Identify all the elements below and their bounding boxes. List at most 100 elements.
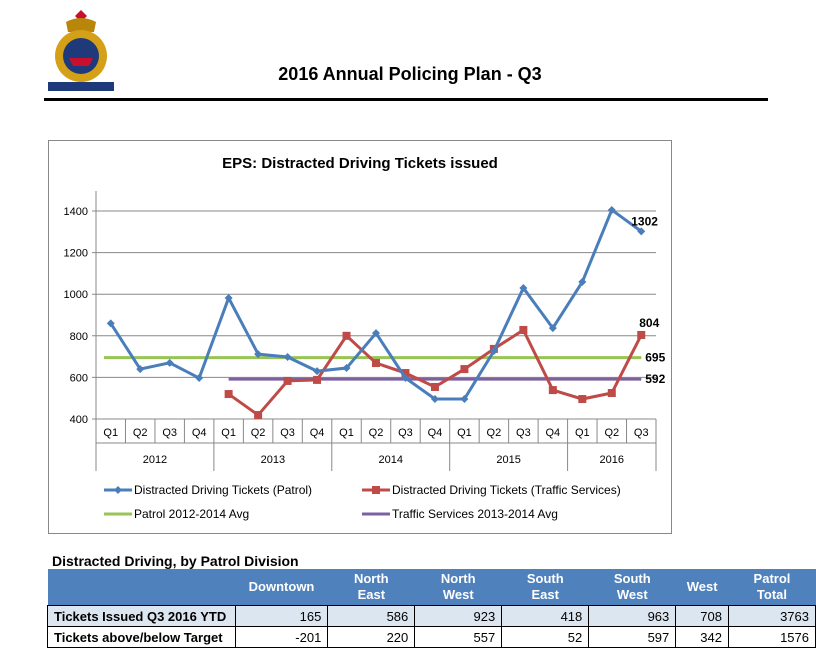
data-point (224, 293, 233, 302)
row-label: Tickets above/below Target (47, 626, 236, 648)
column-header: Patrol Total (728, 569, 816, 606)
data-point (430, 395, 439, 404)
x-tick-label: Q4 (192, 427, 207, 439)
chart-container: EPS: Distracted Driving Tickets issued 40… (48, 140, 672, 534)
data-point (401, 374, 410, 383)
table-cell: 1576 (727, 626, 816, 648)
header-divider (44, 98, 768, 101)
data-point (342, 331, 351, 340)
column-header: North West (414, 569, 502, 606)
year-label: 2014 (378, 454, 402, 466)
x-tick-label: Q2 (251, 427, 266, 439)
data-point (578, 395, 587, 404)
x-tick-label: Q1 (221, 427, 236, 439)
data-point (313, 367, 322, 376)
table-cell: 963 (588, 605, 677, 627)
year-label: 2016 (600, 454, 624, 466)
end-value-label: 1302 (631, 214, 658, 228)
x-tick-label: Q3 (280, 427, 295, 439)
eps-logo (48, 10, 114, 91)
row-label: Tickets Issued Q3 2016 YTD (47, 605, 236, 627)
data-point (637, 227, 646, 236)
x-tick-label: Q3 (516, 427, 531, 439)
legend-marker (372, 486, 380, 494)
year-label: 2012 (143, 454, 167, 466)
table-cell: 557 (414, 626, 503, 648)
data-point (224, 390, 233, 399)
data-point (578, 277, 587, 286)
data-point (195, 374, 204, 383)
x-tick-label: Q2 (604, 427, 619, 439)
data-point (430, 382, 439, 391)
y-tick-label: 1200 (64, 248, 88, 260)
table-cell: 165 (234, 605, 329, 627)
data-point (106, 319, 115, 328)
data-point (607, 205, 616, 214)
x-tick-label: Q2 (133, 427, 148, 439)
legend-label: Distracted Driving Tickets (Traffic Serv… (392, 483, 621, 497)
x-tick-label: Q1 (457, 427, 472, 439)
y-tick-label: 400 (70, 414, 88, 426)
data-point (165, 358, 174, 367)
page-title: 2016 Annual Policing Plan - Q3 (278, 64, 542, 84)
x-tick-label: Q3 (162, 427, 177, 439)
division-table: Downtown North East North West South East South… (47, 569, 816, 648)
table-cell: 220 (327, 626, 416, 648)
x-tick-label: Q4 (545, 427, 560, 439)
y-tick-label: 600 (70, 372, 88, 384)
year-label: 2015 (496, 454, 520, 466)
table-row: Tickets above/below Target -201 220 557 52 59… (47, 626, 816, 648)
column-header: South East (501, 569, 589, 606)
table-cell: 3763 (727, 605, 816, 627)
series-line (109, 207, 643, 401)
data-point (548, 324, 557, 333)
data-point (489, 346, 498, 355)
line-chart: EPS: Distracted Driving Tickets issued 40… (64, 155, 666, 521)
data-point (607, 389, 616, 397)
data-point (254, 350, 263, 359)
x-tick-label: Q4 (428, 427, 443, 439)
year-label: 2013 (261, 454, 285, 466)
table-cell: 586 (327, 605, 416, 627)
data-point (372, 329, 380, 338)
column-header: West (675, 569, 729, 606)
data-point (136, 365, 145, 374)
end-value-label: 592 (645, 372, 665, 386)
table-cell: 708 (675, 605, 729, 627)
data-point (519, 283, 528, 292)
legend-marker (114, 486, 122, 494)
legend-label: Traffic Services 2013-2014 Avg (392, 507, 558, 521)
x-tick-label: Q2 (487, 427, 502, 439)
y-tick-label: 1400 (64, 206, 88, 218)
x-tick-label: Q1 (339, 427, 354, 439)
data-point (519, 325, 528, 334)
data-point (342, 364, 351, 373)
y-tick-label: 1000 (64, 289, 88, 301)
table-row: Tickets Issued Q3 2016 YTD 165 586 923 418 96… (47, 605, 816, 627)
column-header: Downtown (235, 569, 328, 606)
data-point (254, 411, 263, 420)
x-tick-label: Q2 (369, 427, 384, 439)
table-cell: 342 (675, 626, 729, 648)
data-point (637, 330, 646, 339)
data-point (372, 359, 380, 368)
data-point (460, 365, 469, 374)
legend-label: Patrol 2012-2014 Avg (134, 507, 249, 521)
data-point (548, 386, 557, 395)
chart-title: EPS: Distracted Driving Tickets issued (222, 155, 498, 172)
data-point (401, 369, 410, 378)
header-blank (47, 569, 236, 606)
x-tick-label: Q3 (634, 427, 649, 439)
x-tick-label: Q1 (575, 427, 590, 439)
data-point (283, 376, 292, 385)
y-tick-label: 800 (70, 331, 88, 343)
x-tick-label: Q4 (310, 427, 325, 439)
column-header: South West (588, 569, 676, 606)
x-tick-label: Q1 (103, 427, 118, 439)
table-cell: -201 (234, 626, 329, 648)
column-header: North East (327, 569, 415, 606)
x-tick-label: Q3 (398, 427, 413, 439)
table-cell: 923 (414, 605, 503, 627)
table-title: Distracted Driving, by Patrol Division (52, 553, 299, 569)
data-point (313, 375, 322, 384)
